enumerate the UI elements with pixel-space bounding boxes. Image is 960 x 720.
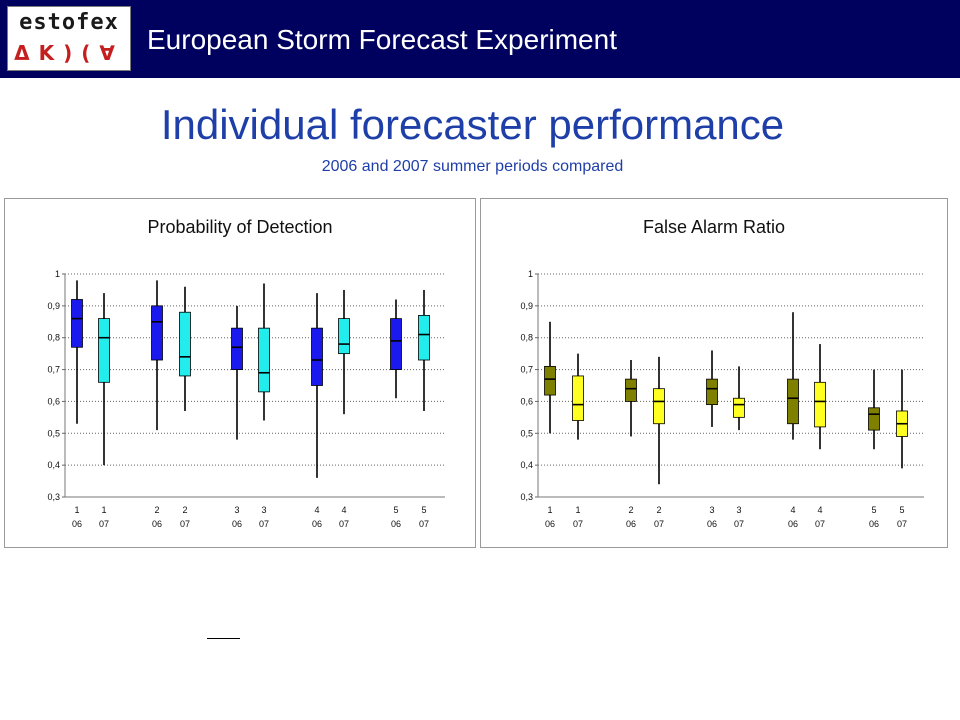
y-tick-label: 0,8	[47, 333, 60, 343]
x-tick-forecaster: 1	[575, 505, 580, 515]
x-tick-forecaster: 5	[393, 505, 398, 515]
x-tick-forecaster: 3	[261, 505, 266, 515]
box-iqr	[338, 318, 350, 355]
x-tick-forecaster: 4	[314, 505, 319, 515]
box-iqr	[868, 407, 880, 431]
y-tick-label: 1	[528, 269, 533, 279]
x-tick-year: 06	[788, 519, 798, 529]
y-tick-label: 0,6	[520, 396, 533, 406]
x-tick-forecaster: 2	[154, 505, 159, 515]
x-tick-forecaster: 3	[709, 505, 714, 515]
box-iqr	[71, 299, 83, 348]
box-iqr	[787, 378, 799, 425]
x-tick-year: 07	[815, 519, 825, 529]
box-iqr	[706, 378, 718, 406]
box-iqr	[733, 397, 745, 418]
x-tick-year: 06	[626, 519, 636, 529]
x-tick-forecaster: 5	[899, 505, 904, 515]
x-tick-forecaster: 1	[547, 505, 552, 515]
header-bar: estofex ΔΚ)(∀ European Storm Forecast Ex…	[0, 0, 960, 78]
x-tick-forecaster: 2	[628, 505, 633, 515]
brand-title: European Storm Forecast Experiment	[147, 24, 617, 55]
y-tick-label: 1	[55, 269, 60, 279]
x-tick-year: 06	[72, 519, 82, 529]
pod-boxplot: 0,30,40,50,60,70,80,91106107206207306307…	[47, 269, 445, 529]
box-iqr	[625, 378, 637, 402]
x-tick-year: 06	[152, 519, 162, 529]
x-tick-forecaster: 2	[656, 505, 661, 515]
pod-chart-panel: Probability of Detection 0,3 0,4 0,5 0,6 0,7…	[4, 198, 476, 548]
decorative-line	[207, 638, 240, 639]
x-tick-year: 06	[869, 519, 879, 529]
x-tick-forecaster: 2	[182, 505, 187, 515]
x-tick-year: 07	[573, 519, 583, 529]
x-tick-year: 07	[180, 519, 190, 529]
x-tick-year: 06	[232, 519, 242, 529]
x-tick-forecaster: 3	[234, 505, 239, 515]
x-tick-forecaster: 1	[74, 505, 79, 515]
y-tick-label: 0,7	[520, 365, 533, 375]
box-iqr	[572, 375, 584, 421]
y-tick-label: 0,3	[47, 492, 60, 502]
x-tick-year: 07	[897, 519, 907, 529]
box-iqr	[151, 305, 163, 361]
chart-title: False Alarm Ratio	[642, 217, 786, 237]
x-tick-forecaster: 3	[736, 505, 741, 515]
box-iqr	[231, 327, 243, 370]
x-tick-forecaster: 5	[421, 505, 426, 515]
logo-wordmark: estofex	[19, 10, 119, 35]
box-iqr	[653, 388, 665, 425]
y-tick-label: 0,9	[520, 301, 533, 311]
x-tick-year: 07	[734, 519, 744, 529]
x-tick-year: 06	[545, 519, 555, 529]
y-tick-label: 0,8	[520, 333, 533, 343]
x-tick-year: 06	[707, 519, 717, 529]
x-tick-year: 07	[259, 519, 269, 529]
logo-symbols: ΔΚ)(∀	[14, 41, 124, 65]
y-tick-label: 0,4	[520, 460, 533, 470]
box-iqr	[814, 381, 826, 428]
far-chart-panel: False Alarm Ratio 0,3 0,4 0,5 0,6 0,7 0,8 0,9 1…	[480, 198, 948, 548]
box-iqr	[390, 318, 402, 370]
y-tick-label: 0,5	[47, 428, 60, 438]
box-iqr	[98, 318, 110, 383]
far-boxplot: 0,30,40,50,60,70,80,91106107206207306307…	[520, 269, 924, 529]
box-iqr	[311, 327, 323, 386]
page-title: Individual forecaster performance	[160, 101, 785, 148]
y-tick-label: 0,6	[47, 396, 60, 406]
x-tick-forecaster: 1	[101, 505, 106, 515]
x-tick-year: 07	[339, 519, 349, 529]
x-tick-year: 07	[99, 519, 109, 529]
chart-axes: 0,30,40,50,60,70,80,91106107206207306307…	[520, 269, 924, 529]
y-tick-label: 0,7	[47, 365, 60, 375]
x-tick-forecaster: 4	[790, 505, 795, 515]
y-tick-label: 0,5	[520, 428, 533, 438]
x-tick-forecaster: 5	[871, 505, 876, 515]
box-iqr	[258, 327, 270, 393]
y-tick-label: 0,9	[47, 301, 60, 311]
x-tick-year: 07	[654, 519, 664, 529]
page-subtitle: 2006 and 2007 summer periods compared	[321, 158, 624, 175]
box-iqr	[179, 311, 191, 377]
x-tick-year: 07	[419, 519, 429, 529]
x-tick-forecaster: 4	[341, 505, 346, 515]
estofex-logo: estofex ΔΚ)(∀	[7, 6, 131, 71]
x-tick-year: 06	[391, 519, 401, 529]
box-iqr	[544, 365, 556, 396]
x-tick-forecaster: 4	[817, 505, 822, 515]
x-tick-year: 06	[312, 519, 322, 529]
y-tick-label: 0,4	[47, 460, 60, 470]
box-iqr	[418, 315, 430, 361]
chart-axes: 0,30,40,50,60,70,80,91106107206207306307…	[47, 269, 445, 529]
chart-title: Probability of Detection	[147, 217, 333, 237]
y-tick-label: 0,3	[520, 492, 533, 502]
